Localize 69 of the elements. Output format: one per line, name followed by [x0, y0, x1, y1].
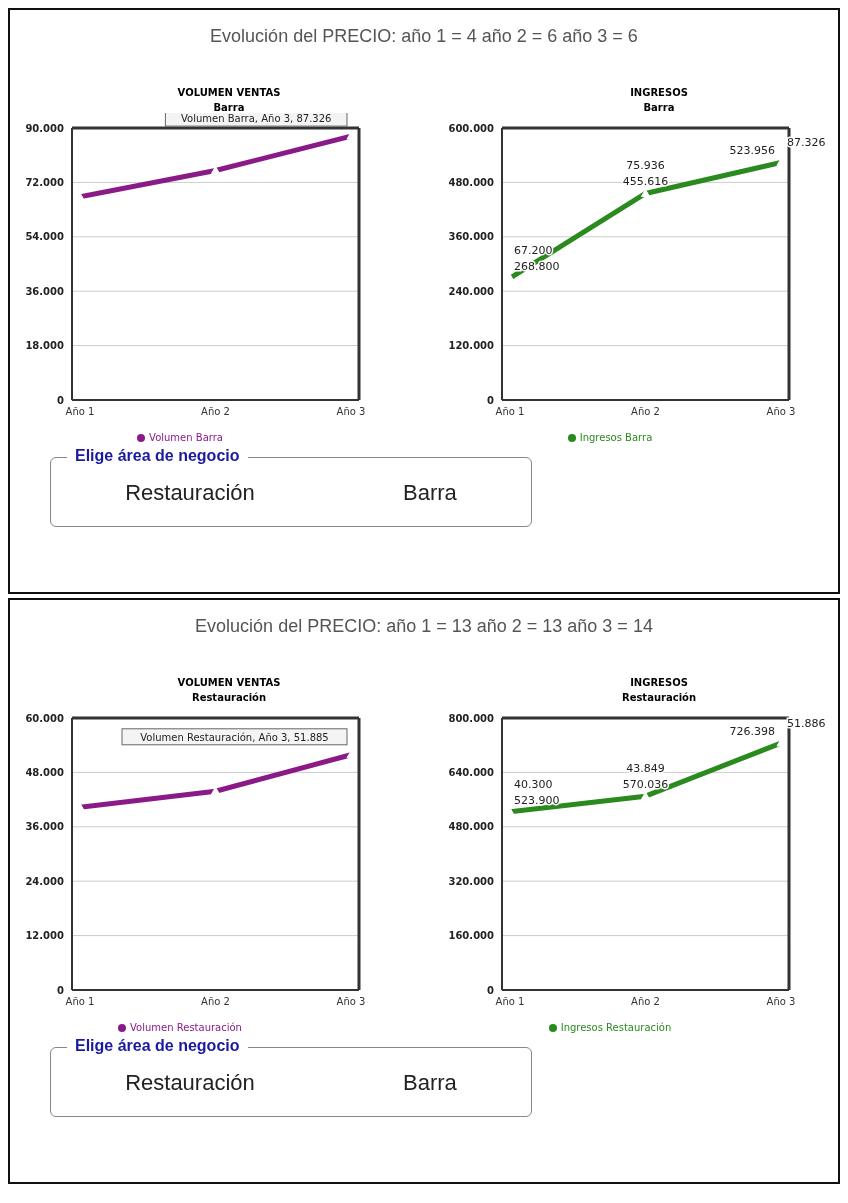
y-tick-label: 800.000 [448, 712, 495, 724]
y-tick-label: 0 [57, 394, 65, 406]
y-tick-label: 640.000 [448, 766, 495, 778]
text: Elige área de negocio [67, 1037, 248, 1055]
y-tick-label: 600.000 [448, 122, 495, 134]
chart-title: VOLUMEN VENTAS [176, 87, 282, 98]
chart-subtitle: Restauración [190, 692, 268, 703]
text: Elige área de negocio [67, 447, 248, 465]
y-tick-label: 240.000 [448, 285, 495, 297]
data-label: 523.956 [729, 144, 775, 158]
x-tick-label: Año 2 [631, 406, 660, 418]
y-tick-label: 54.000 [25, 231, 65, 243]
chart-title: INGRESOS [629, 677, 689, 688]
text: Evolución del PRECIO: año 1 = 4 año 2 = 6 año 3 = 6 [209, 25, 639, 48]
annotation: Volumen Barra, Año 3, 87.326 [180, 113, 332, 125]
y-tick-label: 480.000 [448, 176, 495, 188]
annotation: Volumen Restauración, Año 3, 51.885 [140, 731, 329, 743]
x-tick-label: Año 2 [201, 996, 230, 1008]
chart-subtitle: Restauración [620, 692, 698, 703]
y-tick-label: 0 [487, 394, 495, 406]
data-label: 523.900 [514, 793, 560, 807]
y-tick-label: 72.000 [25, 176, 65, 188]
y-tick-label: 60.000 [25, 712, 65, 724]
chart-title: VOLUMEN VENTAS [176, 677, 282, 688]
text: Barra [403, 1070, 457, 1096]
data-label: 726.398 [729, 725, 775, 739]
tooltip-box: Volumen Barra, Año 3, 87.326 [164, 113, 348, 127]
annotation: 40.300 [514, 777, 553, 791]
y-tick-label: 360.000 [448, 231, 495, 243]
x-tick-label: Año 3 [336, 996, 366, 1008]
annotation: 67.200 [514, 244, 553, 258]
x-tick-label: Año 2 [631, 996, 660, 1008]
y-tick-label: 24.000 [25, 875, 65, 887]
text: Barra [403, 480, 457, 506]
x-tick-label: Año 3 [766, 406, 796, 418]
data-label: 455.616 [622, 175, 669, 189]
x-tick-label: Año 3 [336, 406, 366, 418]
x-tick-label: Año 2 [201, 406, 230, 418]
data-label: 570.036 [622, 778, 669, 792]
y-tick-label: 0 [57, 984, 65, 996]
chart-subtitle: Barra [212, 102, 246, 113]
tooltip-box: Volumen Restauración, Año 3, 51.885 [121, 728, 348, 746]
x-tick-label: Año 1 [495, 406, 525, 418]
chart-title: INGRESOS [629, 87, 689, 98]
legend-label: Volumen Restauración [130, 1022, 242, 1033]
x-tick-label: Año 1 [495, 996, 525, 1008]
y-tick-label: 0 [487, 984, 495, 996]
y-tick-label: 90.000 [25, 122, 65, 134]
x-tick-label: Año 1 [65, 996, 95, 1008]
annotation: 75.936 [626, 159, 665, 173]
y-tick-label: 12.000 [25, 930, 65, 942]
legend-label: Ingresos Restauración [560, 1022, 672, 1033]
text: Restauración [125, 480, 255, 506]
y-tick-label: 120.000 [448, 340, 495, 352]
y-tick-label: 160.000 [448, 930, 495, 942]
x-tick-label: Año 1 [65, 406, 95, 418]
y-tick-label: 48.000 [25, 766, 65, 778]
y-tick-label: 320.000 [448, 875, 495, 887]
y-tick-label: 36.000 [25, 285, 65, 297]
legend-label: Volumen Barra [149, 432, 223, 443]
text: Restauración [125, 1070, 255, 1096]
legend-label: Ingresos Barra [579, 432, 653, 443]
y-tick-label: 18.000 [25, 340, 65, 352]
y-tick-label: 480.000 [448, 821, 495, 833]
x-tick-label: Año 3 [766, 996, 796, 1008]
annotation: 43.849 [626, 762, 665, 776]
chart-subtitle: Barra [642, 102, 676, 113]
y-tick-label: 36.000 [25, 821, 65, 833]
text: Evolución del PRECIO: año 1 = 13 año 2 = 13 año 3 = 14 [194, 615, 654, 638]
